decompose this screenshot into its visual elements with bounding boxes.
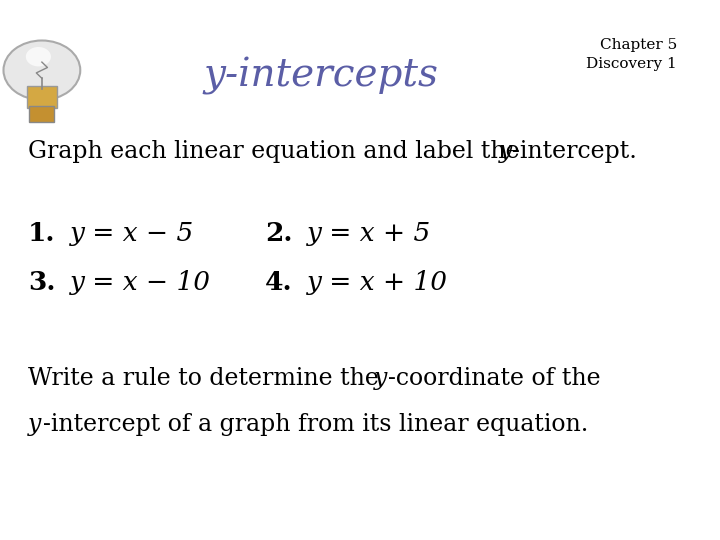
- FancyBboxPatch shape: [27, 86, 57, 108]
- Text: 3.: 3.: [28, 270, 55, 295]
- Text: y: y: [28, 413, 41, 436]
- Text: y = x − 10: y = x − 10: [70, 270, 211, 295]
- Text: y-intercepts: y-intercepts: [204, 57, 438, 94]
- Text: Chapter 5
Discovery 1: Chapter 5 Discovery 1: [586, 38, 677, 71]
- Text: y: y: [499, 140, 513, 164]
- Circle shape: [26, 47, 51, 66]
- Text: 1.: 1.: [28, 221, 55, 246]
- Text: -intercept of a graph from its linear equation.: -intercept of a graph from its linear eq…: [43, 413, 589, 436]
- FancyBboxPatch shape: [30, 106, 55, 122]
- Circle shape: [4, 40, 80, 100]
- Text: -intercept.: -intercept.: [512, 140, 636, 164]
- Text: y: y: [374, 367, 387, 390]
- Text: -coordinate of the: -coordinate of the: [388, 367, 600, 390]
- Text: y = x + 5: y = x + 5: [307, 221, 431, 246]
- Text: Graph each linear equation and label the: Graph each linear equation and label the: [28, 140, 527, 164]
- Text: 4.: 4.: [265, 270, 293, 295]
- Text: y = x + 10: y = x + 10: [307, 270, 448, 295]
- Text: 2.: 2.: [265, 221, 293, 246]
- Text: Write a rule to determine the: Write a rule to determine the: [28, 367, 387, 390]
- Text: y = x − 5: y = x − 5: [70, 221, 194, 246]
